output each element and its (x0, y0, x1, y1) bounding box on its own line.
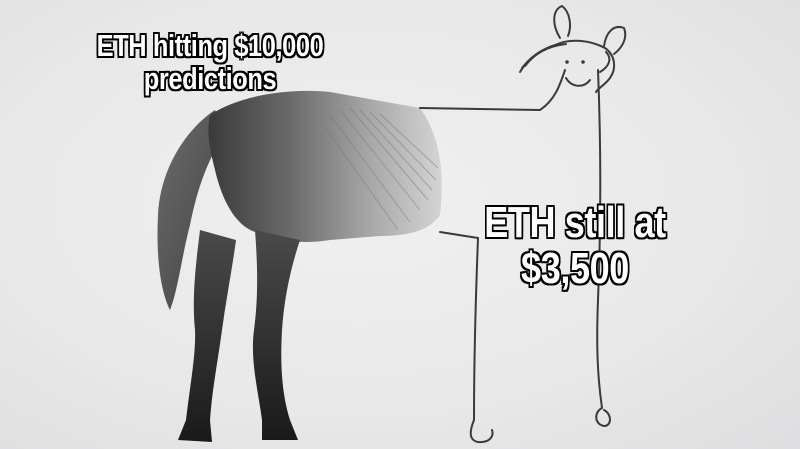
caption-right: ETH still at $3,500 (456, 198, 694, 294)
caption-top: ETH hitting $10,000 predictions (54, 28, 366, 96)
caption-right-line-2: $3,500 (520, 244, 630, 294)
hind-leg-left (178, 230, 236, 442)
sketch-front-leg-2 (595, 407, 611, 427)
sketch-front-leg-1 (469, 237, 494, 444)
sketch-eye-right (581, 60, 585, 64)
hind-leg-right (252, 230, 300, 440)
sketch-eye-left (565, 60, 569, 64)
sketch-belly (439, 231, 479, 239)
caption-top-line-1: ETH hitting $10,000 (96, 28, 324, 63)
horse-body-detailed (208, 90, 442, 243)
sketch-ear-left (553, 5, 571, 39)
sketch-smile (565, 77, 591, 87)
sketch-mane (519, 43, 611, 73)
sketch-neck (596, 69, 603, 409)
sketch-head (521, 39, 616, 93)
sketch-ear-right (603, 26, 627, 55)
tail (157, 110, 228, 310)
caption-right-line-1: ETH still at (484, 198, 667, 247)
caption-top-line-2: predictions (143, 60, 277, 96)
sketch-back (419, 69, 566, 111)
